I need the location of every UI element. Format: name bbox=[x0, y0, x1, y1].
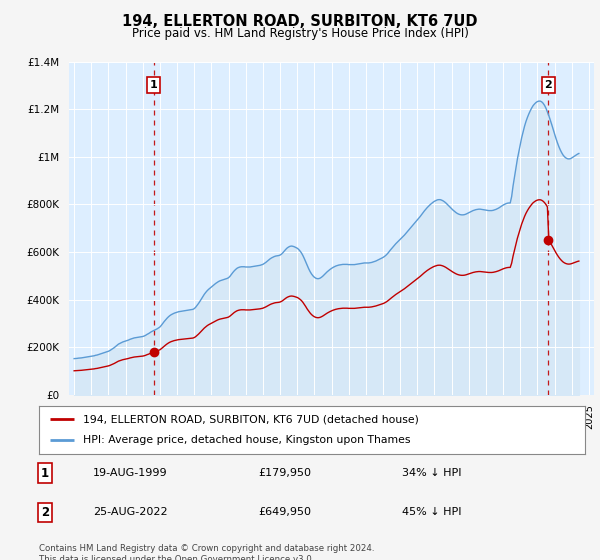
Text: 194, ELLERTON ROAD, SURBITON, KT6 7UD (detached house): 194, ELLERTON ROAD, SURBITON, KT6 7UD (d… bbox=[83, 414, 419, 424]
Text: 19-AUG-1999: 19-AUG-1999 bbox=[93, 468, 167, 478]
Text: £179,950: £179,950 bbox=[258, 468, 311, 478]
Text: 1: 1 bbox=[150, 80, 157, 90]
Text: 34% ↓ HPI: 34% ↓ HPI bbox=[402, 468, 461, 478]
Text: £649,950: £649,950 bbox=[258, 507, 311, 517]
Text: Price paid vs. HM Land Registry's House Price Index (HPI): Price paid vs. HM Land Registry's House … bbox=[131, 27, 469, 40]
Text: 194, ELLERTON ROAD, SURBITON, KT6 7UD: 194, ELLERTON ROAD, SURBITON, KT6 7UD bbox=[122, 14, 478, 29]
Text: 2: 2 bbox=[544, 80, 552, 90]
Text: 45% ↓ HPI: 45% ↓ HPI bbox=[402, 507, 461, 517]
Text: 25-AUG-2022: 25-AUG-2022 bbox=[93, 507, 167, 517]
Text: Contains HM Land Registry data © Crown copyright and database right 2024.
This d: Contains HM Land Registry data © Crown c… bbox=[39, 544, 374, 560]
Text: HPI: Average price, detached house, Kingston upon Thames: HPI: Average price, detached house, King… bbox=[83, 435, 410, 445]
Text: 2: 2 bbox=[41, 506, 49, 519]
Text: 1: 1 bbox=[41, 466, 49, 480]
